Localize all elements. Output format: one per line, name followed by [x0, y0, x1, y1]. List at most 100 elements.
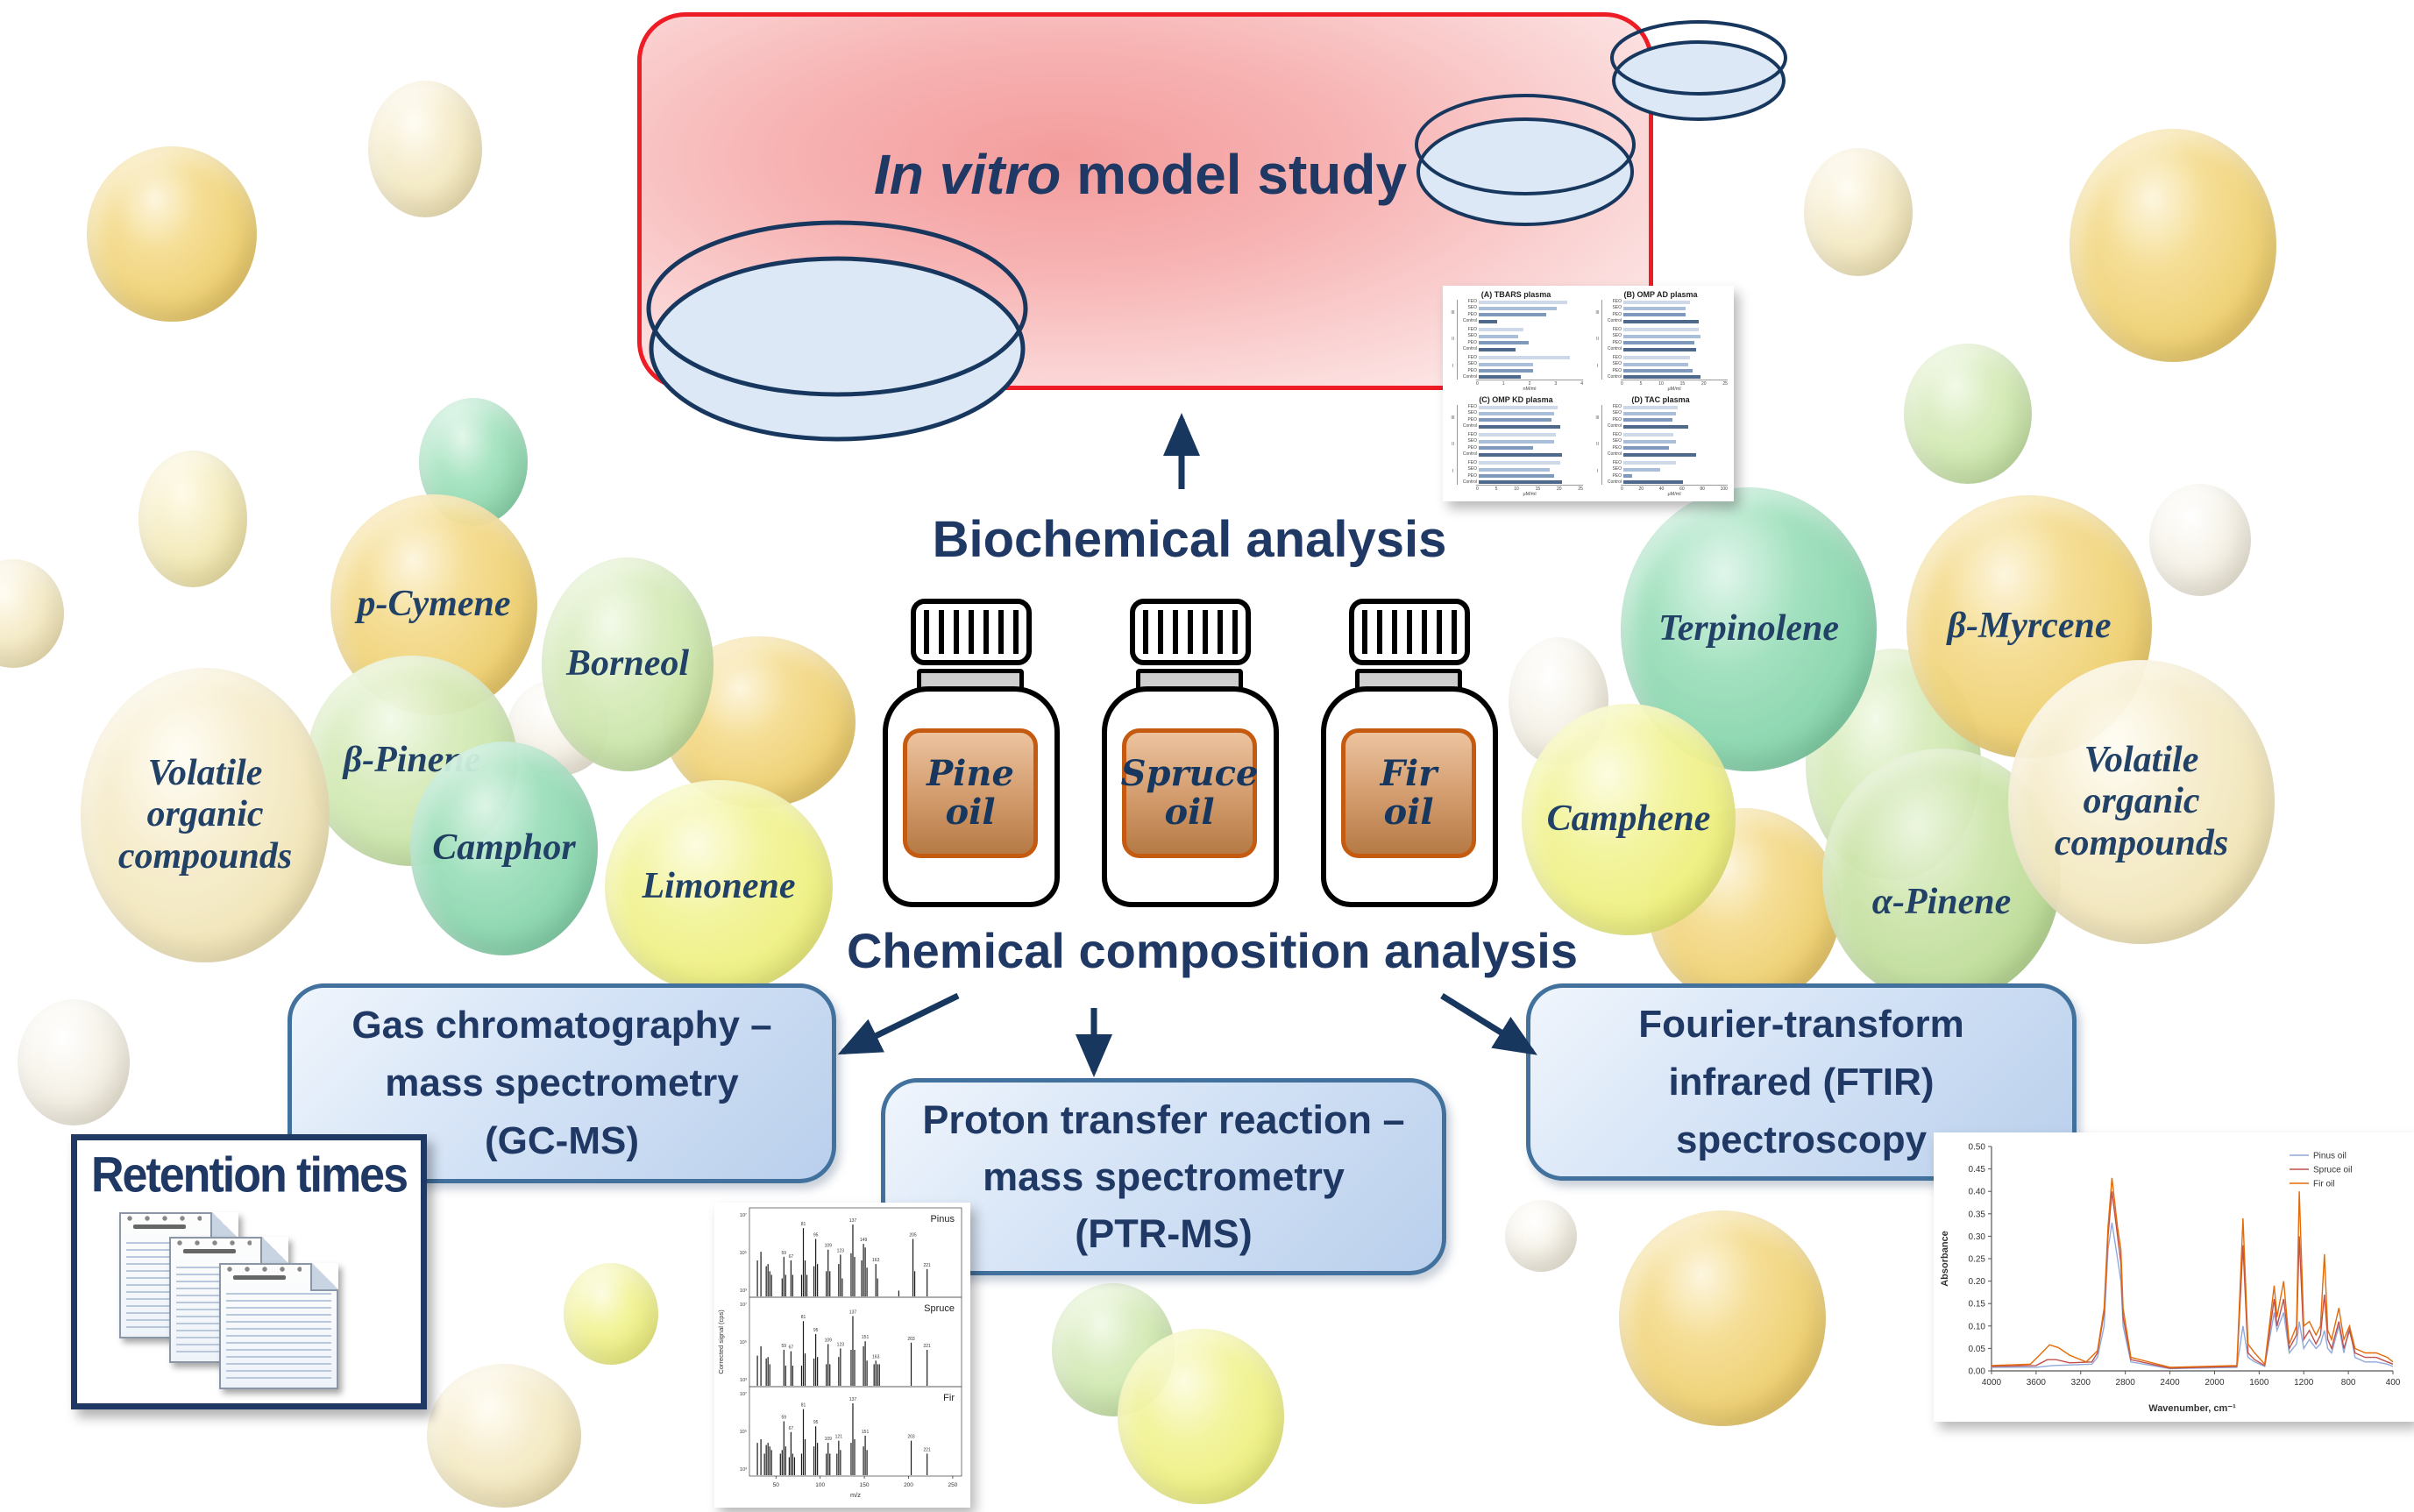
in-vitro-title-italic: In vitro — [873, 143, 1061, 206]
bar-row: SEO — [1458, 411, 1583, 415]
x-tick-label: 2000 — [2205, 1378, 2225, 1388]
group-label: I — [1596, 468, 1599, 474]
ftir-svg: 0.00 0.05 0.10 0.15 0.20 0.25 0.30 0.35 0.40 0.45… — [1940, 1143, 2401, 1415]
bar-row: Control — [1458, 479, 1583, 485]
plasma-rows: FEO SEO PEO Control FEO SEO PEO Control FEO SEO PE… — [1602, 300, 1728, 380]
x-axis-label: μM/ml — [1523, 492, 1537, 497]
bar-row: FEO — [1458, 300, 1583, 304]
bottle-cap-icon — [1130, 599, 1251, 665]
x-axis-label: nM/ml — [1523, 387, 1537, 392]
bar — [1479, 480, 1563, 485]
gcms-box-line: (GC-MS) — [485, 1119, 639, 1162]
decorative-bubble — [368, 81, 482, 217]
peak-label: 163 — [872, 1258, 880, 1263]
tick-label: 0 — [1621, 381, 1623, 387]
bar-label: SEO — [1612, 410, 1622, 416]
bubble-label: Terpinolene — [1658, 608, 1840, 650]
group-label: III — [1451, 415, 1455, 422]
group-label: I — [1452, 363, 1454, 369]
x-tick-label: 150 — [860, 1482, 870, 1488]
bar-label: PEO — [1612, 444, 1622, 451]
bar-label: FEO — [1612, 326, 1622, 332]
notepad-spiral — [126, 1215, 202, 1223]
bar-label: Control — [1462, 479, 1477, 485]
peak-label: 67 — [789, 1254, 794, 1260]
y-axis-label: Absorbance — [1940, 1231, 1950, 1287]
bar — [1479, 411, 1554, 415]
bar — [1479, 328, 1523, 332]
bar-track — [1623, 411, 1728, 415]
decorative-bubble — [0, 559, 64, 668]
plasma-panel-body: III II I FEO SEO PEO Control FEO SEO PEO Control FE… — [1594, 405, 1728, 485]
tick-label: 60 — [1679, 486, 1685, 492]
plasma-panel-A: (A) TBARS plasma III II I FEO SEO PEO Control FE… — [1449, 290, 1583, 392]
plasma-rows: FEO SEO PEO Control FEO SEO PEO Control FEO SEO PE… — [1602, 405, 1728, 485]
plasma-group-labels: III II I — [1449, 300, 1458, 380]
bar-track — [1479, 319, 1583, 323]
ptrms-box-line: (PTR-MS) — [1075, 1211, 1253, 1257]
tick-label: 5 — [1495, 486, 1498, 492]
bar-track — [1623, 306, 1728, 310]
tick-label: 25 — [1722, 381, 1728, 387]
bar — [1479, 356, 1571, 360]
bubble-label: Volatile — [147, 753, 263, 794]
x-tick-label: 800 — [2341, 1378, 2356, 1388]
y-tick-label: 0.25 — [1969, 1255, 1986, 1265]
group-label: III — [1595, 310, 1600, 316]
notepad-spiral — [176, 1239, 252, 1247]
bar-row: PEO — [1602, 368, 1728, 373]
ptrms-box: Proton transfer reaction – mass spectrom… — [881, 1078, 1446, 1275]
gcms-box-line: Gas chromatography – — [351, 1004, 772, 1047]
panel-frame — [749, 1386, 962, 1477]
bar-track — [1623, 369, 1728, 373]
bar-track — [1623, 328, 1728, 332]
bar-label: SEO — [1467, 361, 1477, 367]
bar-track — [1623, 375, 1728, 380]
bar — [1623, 334, 1701, 338]
tick-label: 40 — [1658, 486, 1665, 492]
bar-label: PEO — [1467, 444, 1477, 451]
gcms-box: Gas chromatography – mass spectrometry (… — [288, 983, 836, 1183]
peak-label: 137 — [849, 1310, 857, 1315]
bar-row: FEO — [1458, 355, 1583, 360]
bar-row: FEO — [1602, 460, 1728, 465]
notepad-spiral — [226, 1266, 302, 1274]
bar-row: Control — [1602, 374, 1728, 380]
bar-track — [1479, 418, 1583, 422]
retention-times-box: Retention times — [71, 1134, 427, 1409]
y-tick-label: 10⁷ — [740, 1212, 747, 1218]
y-tick-label: 10³ — [740, 1378, 747, 1383]
peak-label: 109 — [825, 1437, 833, 1442]
bar-track — [1623, 446, 1728, 451]
peak-label: 137 — [849, 1397, 857, 1402]
bar-label: PEO — [1612, 339, 1622, 345]
peak-label: 221 — [924, 1263, 932, 1268]
bar-label: FEO — [1467, 431, 1477, 437]
bubble-label: α-Pinene — [1871, 882, 2012, 923]
peak-label: 59 — [782, 1344, 787, 1349]
gcms-box-line: mass spectrometry — [385, 1061, 739, 1104]
bar-track — [1623, 418, 1728, 422]
x-axis: 0 5 10 15 20 25 — [1621, 380, 1728, 387]
bar — [1479, 375, 1521, 380]
bar — [1623, 446, 1670, 451]
bar — [1479, 341, 1529, 345]
bar-label: PEO — [1467, 416, 1477, 422]
x-tick-label: 400 — [2386, 1378, 2401, 1388]
bar-row: FEO — [1602, 300, 1728, 304]
plasma-figure-grid: (A) TBARS plasma III II I FEO SEO PEO Control FE… — [1449, 290, 1728, 497]
y-tick-label: 10⁷ — [740, 1302, 747, 1308]
bar — [1623, 405, 1678, 409]
tick-label: 20 — [1701, 381, 1707, 387]
tick-label: 2 — [1528, 381, 1531, 387]
y-tick-label: 10³ — [740, 1467, 747, 1473]
bar-track — [1479, 375, 1583, 380]
group-label: II — [1452, 442, 1454, 448]
bar-label: Control — [1462, 373, 1477, 380]
bar — [1479, 334, 1518, 338]
bubble-label: β-Myrcene — [1947, 606, 2112, 647]
notepad-lines — [226, 1288, 331, 1383]
y-tick-label: 0.40 — [1969, 1188, 1986, 1197]
bar-label: SEO — [1467, 438, 1477, 444]
bar-track — [1623, 405, 1728, 409]
